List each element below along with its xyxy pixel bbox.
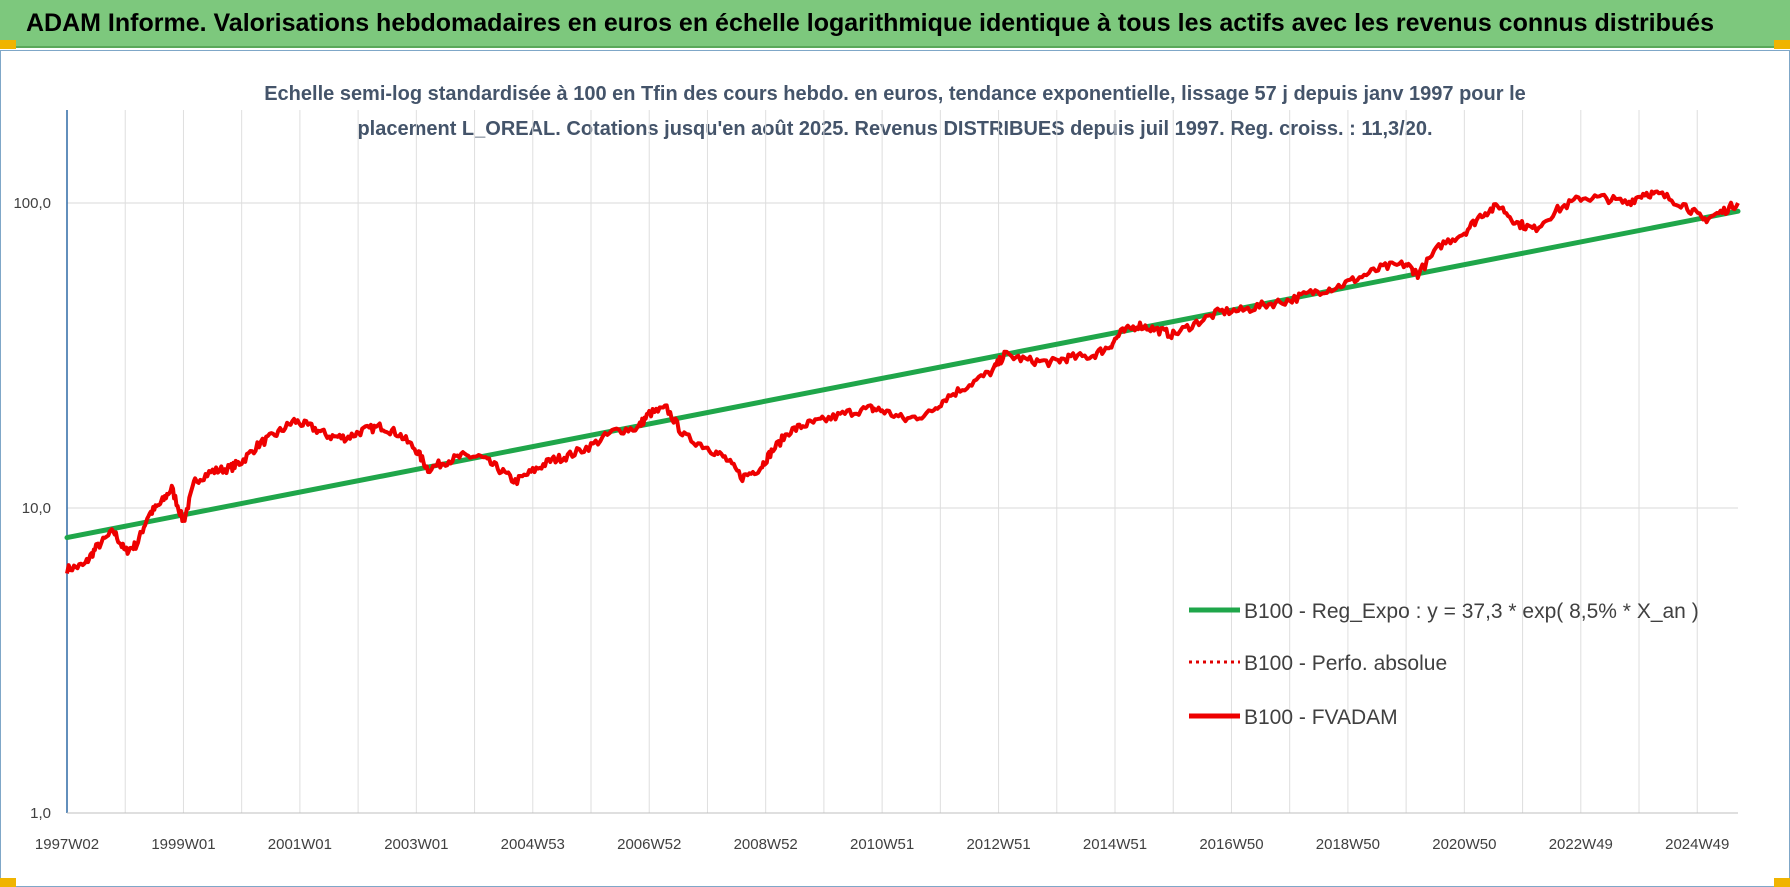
page-title: ADAM Informe. Valorisations hebdomadaire… bbox=[26, 9, 1714, 37]
axes: 1,0 10,0 100,0 1997W02 1999W01 2001W01 2003W01… bbox=[13, 110, 1738, 853]
x-tick-label: 1997W02 bbox=[35, 836, 99, 853]
x-tick-label: 2022W49 bbox=[1549, 836, 1613, 853]
header-bar: ADAM Informe. Valorisations hebdomadaire… bbox=[0, 0, 1790, 48]
corner-marker-bottom-right bbox=[1774, 878, 1790, 887]
x-tick-label: 2006W52 bbox=[617, 836, 681, 853]
corner-marker-bottom-left bbox=[0, 878, 16, 887]
x-tick-label: 2020W50 bbox=[1432, 836, 1496, 853]
x-tick-label: 2010W51 bbox=[850, 836, 914, 853]
y-tick-label: 100,0 bbox=[13, 195, 51, 212]
x-tick-label: 1999W01 bbox=[151, 836, 215, 853]
x-tick-label: 2001W01 bbox=[268, 836, 332, 853]
legend-label: B100 - FVADAM bbox=[1244, 706, 1398, 729]
x-tick-label: 2018W50 bbox=[1316, 836, 1380, 853]
x-tick-label: 2024W49 bbox=[1665, 836, 1729, 853]
x-tick-label: 2016W50 bbox=[1199, 836, 1263, 853]
y-tick-label: 1,0 bbox=[30, 805, 51, 822]
x-tick-label: 2004W53 bbox=[501, 836, 565, 853]
corner-marker-top-left bbox=[0, 40, 16, 49]
legend-label: B100 - Reg_Expo : y = 37,3 * exp( 8,5% *… bbox=[1244, 600, 1699, 623]
trend-line bbox=[64, 208, 1741, 541]
series-lines bbox=[64, 189, 1741, 574]
legend: B100 - Reg_Expo : y = 37,3 * exp( 8,5% *… bbox=[1189, 600, 1699, 729]
x-tick-label: 2008W52 bbox=[734, 836, 798, 853]
x-tick-label: 2003W01 bbox=[384, 836, 448, 853]
corner-marker-top-right bbox=[1774, 40, 1790, 49]
fvadam-line bbox=[65, 189, 1740, 574]
legend-label: B100 - Perfo. absolue bbox=[1244, 652, 1447, 675]
x-tick-label: 2012W51 bbox=[966, 836, 1030, 853]
x-tick-label: 2014W51 bbox=[1083, 836, 1147, 853]
y-tick-label: 10,0 bbox=[22, 500, 51, 517]
chart-title: Echelle semi-log standardisée à 100 en T… bbox=[264, 83, 1526, 140]
